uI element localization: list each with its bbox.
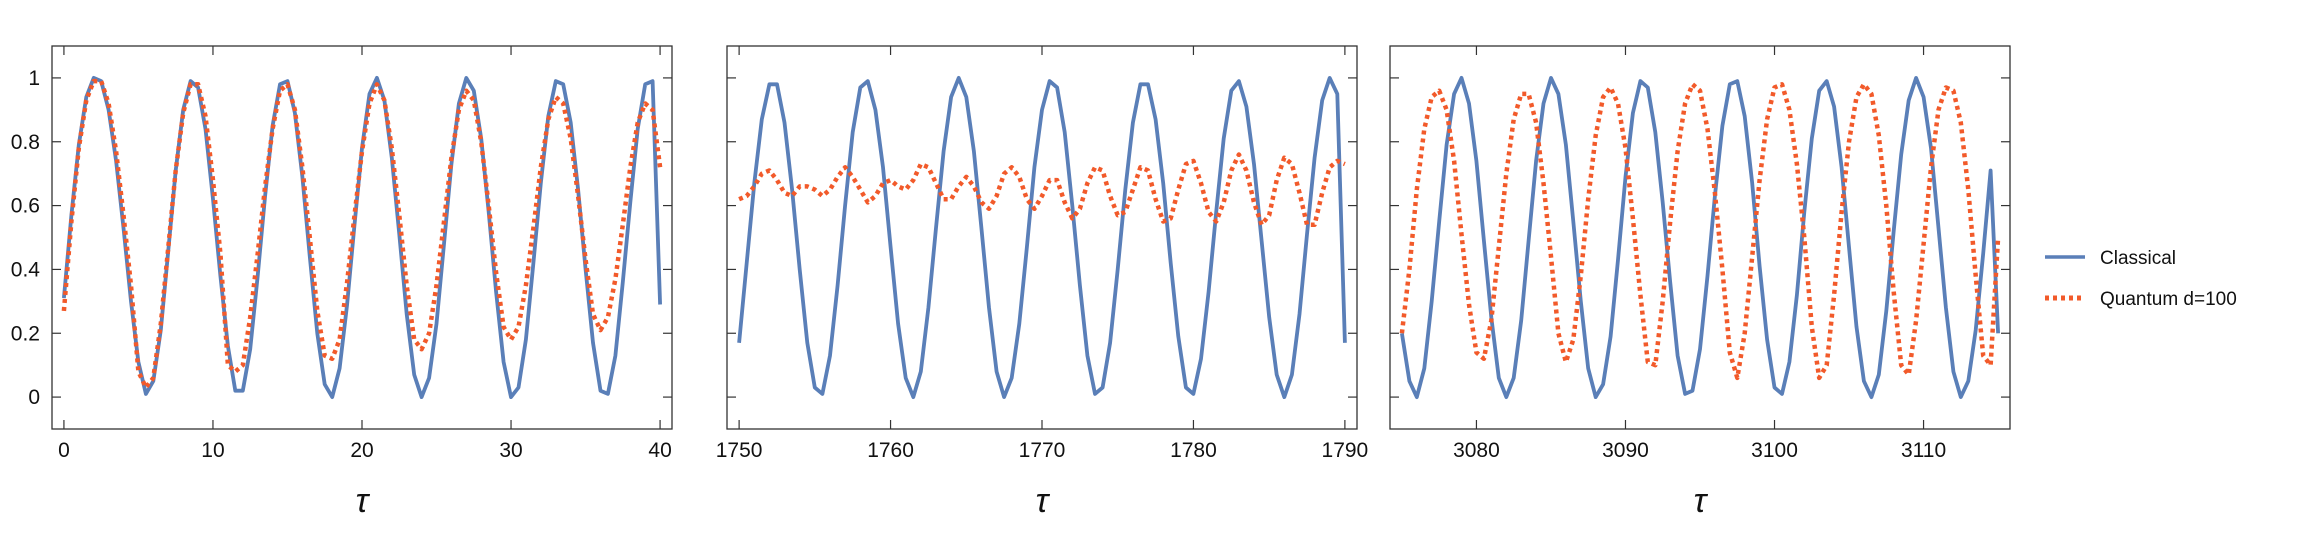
x-tick-label: 1770 (1019, 439, 1066, 462)
plot-area (1399, 76, 2001, 399)
x-tick-label: 40 (648, 439, 671, 462)
y-tick-label: 0.6 (11, 195, 40, 218)
legend-label-quantum: Quantum d=100 (2100, 289, 2237, 310)
series-line-classical (1400, 76, 2000, 399)
series-line-quantum (61, 78, 663, 390)
x-tick-label: 3080 (1453, 439, 1500, 462)
series-line-classical (62, 76, 662, 399)
legend: Classical Quantum d=100 (2045, 248, 2237, 310)
y-tick-label: 0 (28, 386, 40, 409)
x-tick-label: 3090 (1602, 439, 1649, 462)
panel-2: 1750 1760 1770 1780 1790 τ (716, 45, 1369, 520)
plot-area (61, 76, 663, 399)
y-tick-label: 0.4 (11, 258, 41, 281)
y-tick-label: 0.2 (11, 322, 40, 345)
x-tick-label: 0 (58, 439, 70, 462)
x-tick-label: 1760 (867, 439, 914, 462)
x-axis-title: τ (356, 482, 371, 520)
plot-frame (1389, 45, 2011, 430)
x-axis-title: τ (1036, 482, 1051, 520)
x-tick-label: 3100 (1751, 439, 1798, 462)
panel-1: 00.20.40.60.810 10 20 30 40τ (11, 45, 673, 520)
series-line-quantum (1399, 82, 2001, 381)
legend-label-classical: Classical (2100, 248, 2176, 269)
series-line-classical (737, 76, 1347, 399)
x-tick-label: 30 (499, 439, 522, 462)
x-tick-label: 10 (201, 439, 224, 462)
y-tick-label: 0.8 (11, 131, 40, 154)
series-line-quantum (738, 152, 1346, 227)
x-axis-title: τ (1694, 482, 1709, 520)
x-tick-label: 1780 (1170, 439, 1217, 462)
panel-3: 3080 3090 3100 3110 τ (1389, 45, 2011, 520)
x-tick-label: 20 (350, 439, 373, 462)
y-tick-label: 1 (28, 67, 40, 90)
x-tick-label: 1790 (1322, 439, 1369, 462)
plot-frame (51, 45, 673, 430)
plot-area (737, 76, 1347, 399)
x-tick-label: 3110 (1901, 439, 1946, 462)
x-tick-label: 1750 (716, 439, 763, 462)
